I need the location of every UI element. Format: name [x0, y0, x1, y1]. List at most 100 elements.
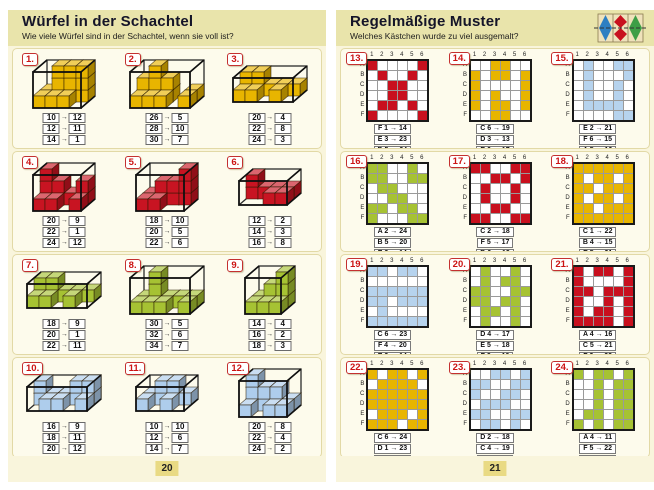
answer-option: 22 → 11 — [42, 341, 86, 351]
column-label: 5 — [410, 52, 414, 58]
answer-target-box: 4 — [274, 433, 292, 443]
grid-cell — [501, 71, 510, 80]
grid-cell — [623, 61, 633, 70]
answer-count-box: 14 — [248, 319, 266, 329]
exercise-number-badge: 21. — [551, 258, 573, 271]
grid-cell — [583, 91, 593, 100]
answer-option: 20 → 12 — [42, 444, 86, 454]
answer-count-box: 24 — [42, 238, 60, 248]
arrow-icon: → — [60, 445, 68, 452]
grid-cell — [613, 390, 623, 399]
answer-count-box: 24 — [248, 444, 266, 454]
row-label: D — [359, 298, 365, 304]
grid-cell — [408, 307, 418, 316]
answer-count-box: 20 — [42, 216, 60, 226]
answer-option: 18 → 10 — [145, 216, 189, 226]
answer-target-box: 11 — [68, 433, 86, 443]
grid-cell — [521, 91, 530, 100]
grid-cell — [491, 287, 500, 296]
grid-cell — [378, 164, 388, 173]
answer-option: 10 → 10 — [145, 422, 189, 432]
grid-cell — [521, 277, 530, 286]
grid-cell — [521, 297, 530, 306]
answer-target-box: 3 — [274, 135, 292, 145]
grid-cell — [471, 410, 480, 419]
grid-cell — [471, 420, 480, 429]
grid-cell — [481, 267, 490, 276]
grid-cell — [511, 174, 520, 183]
grid-cell — [583, 410, 593, 419]
grid-cell — [521, 101, 530, 110]
cube-exercise: 1. 10 → 12 12 → 11 14 → 1 — [13, 49, 116, 148]
grid-cell — [593, 194, 603, 203]
answer-options: 10 → 10 12 → 6 14 → 7 — [145, 422, 189, 454]
answer-option-box: E 2 → 14 — [373, 249, 411, 251]
grid-cell — [481, 400, 490, 409]
arrow-icon: → — [266, 342, 274, 349]
grid-cell — [408, 267, 418, 276]
grid-cell — [368, 380, 378, 389]
grid-cell — [583, 297, 593, 306]
pattern-grid — [366, 265, 430, 328]
grid-cell — [613, 287, 623, 296]
grid-cell — [593, 174, 603, 183]
grid-cell — [398, 81, 408, 90]
column-label: 5 — [615, 258, 619, 264]
grid-cell — [491, 420, 500, 429]
grid-cell — [623, 174, 633, 183]
grid-cell — [418, 420, 428, 429]
grid-cell — [573, 61, 583, 70]
grid-cell — [593, 164, 603, 173]
cubes-in-box-figure — [237, 368, 302, 418]
answer-count-box: 34 — [145, 341, 163, 351]
answer-count-box: 18 — [42, 319, 60, 329]
grid-cell — [593, 400, 603, 409]
answer-option: 12 → 11 — [42, 124, 86, 134]
column-label: 2 — [482, 155, 487, 161]
answer-option: 10 → 12 — [42, 113, 86, 123]
grid-cell — [573, 297, 583, 306]
answer-options: A 2 → 24B 5 → 20E 2 → 14 — [373, 227, 412, 251]
row-label: F — [463, 112, 467, 118]
grid-cell — [593, 204, 603, 213]
grid-cell — [623, 380, 633, 389]
grid-cell — [418, 81, 428, 90]
grid-cell — [471, 71, 480, 80]
grid-cell — [481, 277, 490, 286]
column-label: 5 — [512, 52, 517, 58]
answer-option: 22 → 8 — [248, 124, 292, 134]
grid-cell — [388, 101, 398, 110]
answer-count-box: 18 — [145, 216, 163, 226]
row-label: B — [462, 381, 467, 387]
row-label: D — [359, 92, 365, 98]
grid-cell — [593, 410, 603, 419]
arrow-icon: → — [60, 114, 68, 121]
right-page-subtitle: Welches Kästchen wurde zu viel ausgemalt… — [350, 31, 519, 41]
grid-cell — [378, 71, 388, 80]
answer-count-box: 12 — [145, 433, 163, 443]
answer-target-box: 1 — [68, 135, 86, 145]
grid-cell — [593, 420, 603, 429]
answer-target-box: 12 — [68, 113, 86, 123]
column-label: 3 — [390, 52, 394, 58]
grid-cell — [491, 184, 500, 193]
grid-cell — [378, 174, 388, 183]
grid-cell — [583, 174, 593, 183]
grid-cell — [603, 370, 613, 379]
grid-cell — [583, 81, 593, 90]
grid-cell — [471, 174, 480, 183]
arrow-icon: → — [266, 239, 274, 246]
grid-cell — [398, 164, 408, 173]
grid-cell — [418, 390, 428, 399]
column-label: 3 — [595, 155, 599, 161]
answer-option: 14 → 1 — [42, 135, 86, 145]
grid-cell — [491, 277, 500, 286]
answer-option-box: F 2 → 19 — [476, 352, 514, 354]
